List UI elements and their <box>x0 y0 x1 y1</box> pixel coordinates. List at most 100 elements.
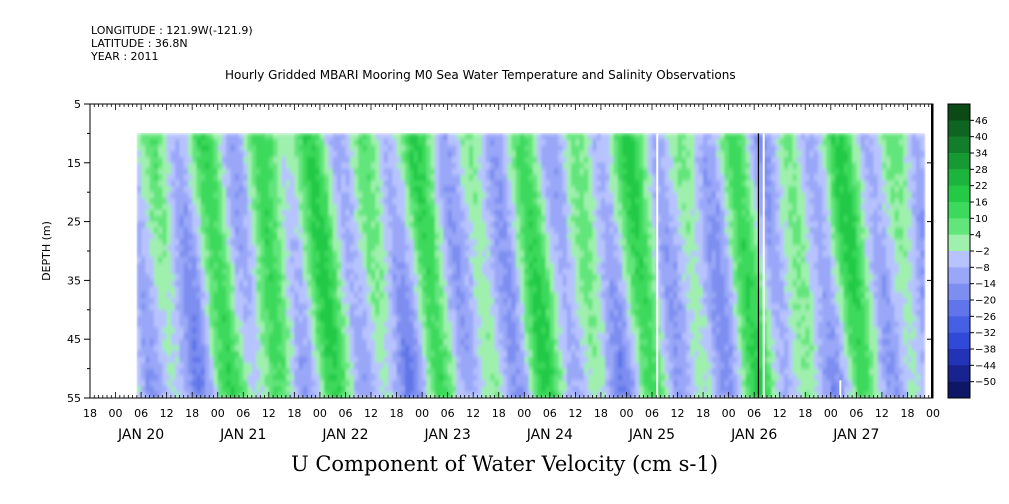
heatmap-cell <box>247 315 253 323</box>
heatmap-cell <box>400 151 406 158</box>
heatmap-cell <box>502 274 508 281</box>
heatmap-cell <box>336 321 342 329</box>
heatmap-cell <box>481 274 487 281</box>
heatmap-cell <box>392 286 398 293</box>
heatmap-cell <box>392 180 398 187</box>
heatmap-cell <box>345 362 351 370</box>
heatmap-cell <box>153 268 159 276</box>
heatmap-cell <box>383 362 389 370</box>
heatmap-cell <box>592 268 598 276</box>
heatmap-cell <box>507 303 513 311</box>
heatmap-cell <box>183 233 189 240</box>
heatmap-cell <box>375 139 381 146</box>
heatmap-cell <box>451 362 457 370</box>
heatmap-cell <box>451 268 457 276</box>
heatmap-cell <box>328 215 334 223</box>
heatmap-cell <box>447 256 453 264</box>
heatmap-cell <box>388 392 393 398</box>
heatmap-cell <box>545 139 551 146</box>
heatmap-cell <box>336 362 342 370</box>
heatmap-cell <box>183 145 189 152</box>
heatmap-cell <box>183 215 189 223</box>
heatmap-cell <box>554 274 559 281</box>
heatmap-cell <box>396 368 402 376</box>
heatmap-cell <box>562 151 568 158</box>
heatmap-cell <box>221 133 227 140</box>
heatmap-cell <box>213 186 219 193</box>
heatmap-cell <box>409 221 415 229</box>
heatmap-cell <box>422 239 427 246</box>
heatmap-cell <box>268 362 274 370</box>
heatmap-cell <box>558 392 564 398</box>
heatmap-cell <box>324 362 330 370</box>
heatmap-cell <box>588 227 593 234</box>
heatmap-cell <box>545 209 551 217</box>
heatmap-cell <box>422 256 427 264</box>
heatmap-cell <box>251 350 257 358</box>
heatmap-cell <box>605 151 611 158</box>
heatmap-cell <box>302 292 308 299</box>
heatmap-cell <box>260 309 266 317</box>
heatmap-cell <box>502 339 508 346</box>
heatmap-cell <box>405 156 410 164</box>
heatmap-cell <box>490 151 496 158</box>
heatmap-cell <box>251 327 257 334</box>
heatmap-cell <box>166 145 172 152</box>
heatmap-cell <box>426 321 432 329</box>
heatmap-cell <box>136 256 142 264</box>
heatmap-cell <box>511 239 517 246</box>
heatmap-cell <box>187 151 193 158</box>
heatmap-cell <box>362 251 368 258</box>
heatmap-cell <box>566 303 572 311</box>
heatmap-cell <box>285 315 291 323</box>
heatmap-cell <box>341 209 347 217</box>
heatmap-cell <box>439 256 444 264</box>
heatmap-cell <box>162 139 168 146</box>
heatmap-cell <box>358 151 364 158</box>
heatmap-cell <box>136 380 142 387</box>
heatmap-cell <box>575 180 581 187</box>
heatmap-cell <box>371 145 376 152</box>
heatmap-cell <box>298 145 304 152</box>
heatmap-cell <box>332 368 338 376</box>
heatmap-cell <box>379 192 385 199</box>
heatmap-cell <box>268 180 274 187</box>
heatmap-cell <box>315 186 321 193</box>
heatmap-cell <box>447 145 453 152</box>
heatmap-cell <box>277 192 283 199</box>
heatmap-cell <box>468 239 474 246</box>
heatmap-cell <box>541 256 547 264</box>
heatmap-cell <box>379 203 385 211</box>
heatmap-cell <box>281 333 287 340</box>
heatmap-cell <box>451 327 457 334</box>
heatmap-cell <box>388 303 393 311</box>
heatmap-cell <box>324 139 330 146</box>
heatmap-cell <box>541 198 547 205</box>
heatmap-cell <box>409 198 415 205</box>
heatmap-cell <box>473 192 479 199</box>
heatmap-cell <box>145 327 151 334</box>
heatmap-cell <box>149 374 155 381</box>
heatmap-cell <box>358 174 364 182</box>
heatmap-cell <box>464 139 470 146</box>
heatmap-cell <box>520 333 525 340</box>
heatmap-cell <box>456 292 462 299</box>
heatmap-cell <box>162 203 168 211</box>
heatmap-cell <box>392 339 398 346</box>
heatmap-cell <box>158 203 163 211</box>
heatmap-cell <box>273 133 278 140</box>
heatmap-cell <box>353 133 359 140</box>
heatmap-cell <box>575 227 581 234</box>
heatmap-cell <box>409 333 415 340</box>
heatmap-cell <box>383 251 389 258</box>
heatmap-cell <box>473 139 479 146</box>
heatmap-cell <box>477 192 483 199</box>
heatmap-cell <box>141 198 146 205</box>
heatmap-cell <box>485 374 491 381</box>
heatmap-cell <box>141 162 146 170</box>
heatmap-cell <box>583 221 589 229</box>
heatmap-cell <box>158 239 163 246</box>
heatmap-cell <box>468 392 474 398</box>
heatmap-cell <box>336 350 342 358</box>
heatmap-cell <box>273 303 278 311</box>
